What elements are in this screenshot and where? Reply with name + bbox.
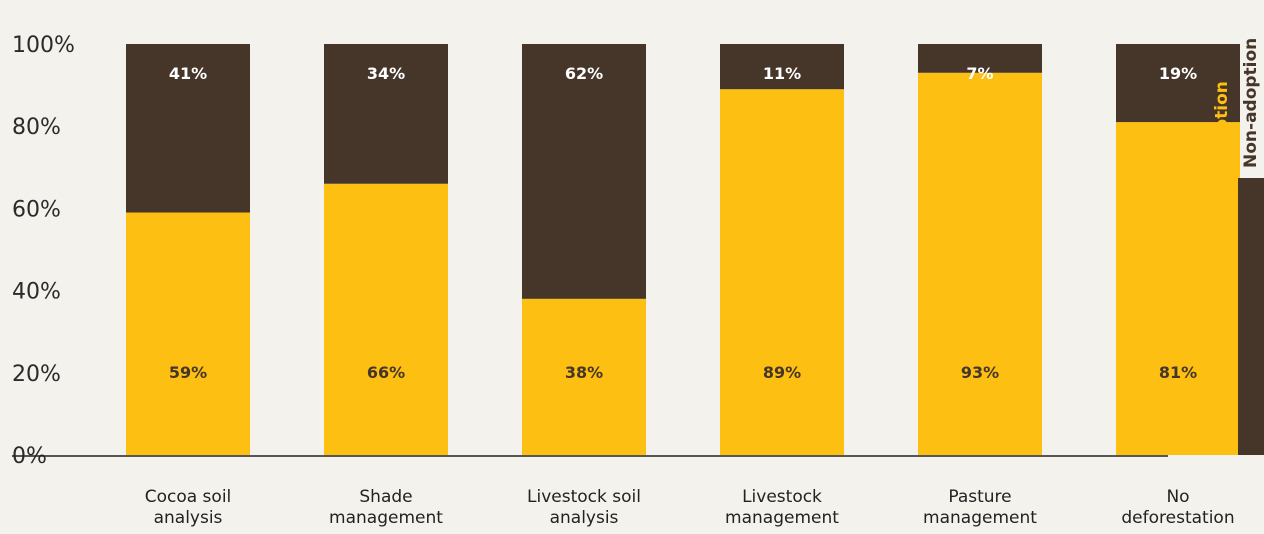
bar-non-adoption-5: [918, 44, 1042, 73]
x-tick-label: Livestock soil: [527, 487, 641, 507]
data-label-adoption: 89%: [763, 363, 801, 382]
legend-label-non-adoption: Non-adoption: [1241, 38, 1261, 168]
data-label-non-adoption: 41%: [169, 64, 207, 83]
data-label-adoption: 93%: [961, 363, 999, 382]
data-label-non-adoption: 62%: [565, 64, 603, 83]
y-tick-label: 60%: [12, 197, 61, 222]
y-tick-label: 100%: [12, 33, 75, 58]
data-label-adoption: 38%: [565, 363, 603, 382]
y-tick-label: 40%: [12, 280, 61, 305]
data-label-non-adoption: 19%: [1159, 64, 1197, 83]
bar-adoption-1: [126, 212, 250, 455]
bar-adoption-4: [720, 89, 844, 456]
bar-non-adoption-3: [522, 44, 646, 299]
x-tick-label: management: [725, 508, 839, 528]
x-tick-label: No: [1166, 487, 1189, 507]
bar-non-adoption-2: [324, 44, 448, 184]
data-label-adoption: 66%: [367, 363, 405, 382]
x-tick-label: management: [329, 508, 443, 528]
x-tick-label: analysis: [550, 508, 619, 528]
y-tick-label: 20%: [12, 362, 61, 387]
bar-adoption-2: [324, 183, 448, 456]
x-tick-label: deforestation: [1121, 508, 1234, 528]
data-label-non-adoption: 11%: [763, 64, 801, 83]
data-label-adoption: 81%: [1159, 363, 1197, 382]
legend-label-adoption: Adoption: [1212, 81, 1232, 168]
x-tick-label: Cocoa soil: [145, 487, 232, 507]
data-label-adoption: 59%: [169, 363, 207, 382]
legend-swatch-non-adoption: [1238, 178, 1264, 455]
bar-adoption-5: [918, 72, 1042, 456]
bar-adoption-3: [522, 298, 646, 455]
data-label-non-adoption: 7%: [966, 64, 993, 83]
legend-swatch-adoption: [1205, 178, 1237, 455]
bar-non-adoption-4: [720, 44, 844, 90]
x-tick-label: management: [923, 508, 1037, 528]
data-label-non-adoption: 34%: [367, 64, 405, 83]
x-tick-label: Livestock: [742, 487, 822, 507]
bar-non-adoption-1: [126, 44, 250, 213]
bar-non-adoption-6: [1116, 44, 1240, 123]
x-tick-label: Pasture: [948, 487, 1011, 507]
x-tick-label: Shade: [359, 487, 412, 507]
y-tick-label: 80%: [12, 115, 61, 140]
x-tick-label: analysis: [154, 508, 223, 528]
